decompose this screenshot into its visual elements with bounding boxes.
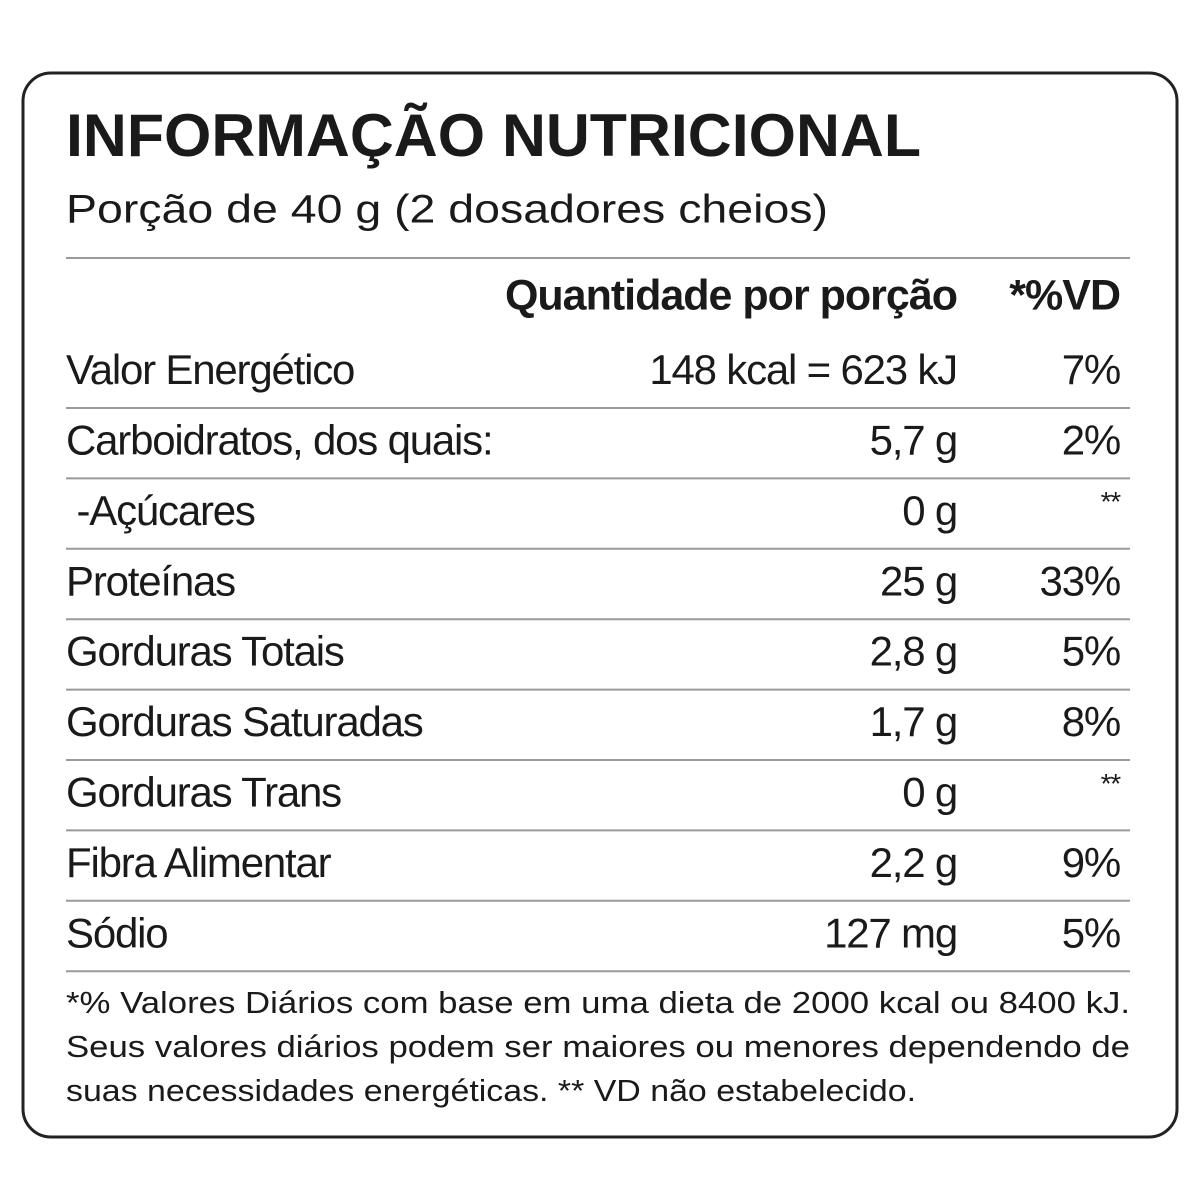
nutrient-name: Carboidratos, dos quais: [66,416,492,463]
footnote-line: *% Valores Diários com base em uma dieta… [66,985,1130,1020]
daily-value: 8% [1062,698,1120,745]
nutrient-amount: 0 g [902,487,957,534]
nutrient-amount: 5,7 g [870,416,957,463]
nutrient-name: Gorduras Trans [66,768,341,815]
nutrient-amount: 148 kcal = 623 kJ [649,346,957,393]
daily-value: 33% [1040,557,1120,604]
footnote: *% Valores Diários com base em uma dieta… [66,985,1130,1108]
footnote-line: suas necessidades energéticas. ** VD não… [66,1073,916,1108]
daily-value: 7% [1062,346,1120,393]
nutrient-name: Proteínas [66,557,235,604]
footnote-line: Seus valores diários podem ser maiores o… [66,1029,1130,1064]
nutrient-amount: 25 g [880,557,957,604]
title: INFORMAÇÃO NUTRICIONAL [66,102,921,169]
daily-value: 5% [1062,909,1120,956]
nutrient-name: -Açúcares [66,487,255,534]
serving: Porção de 40 g (2 dosadores cheios) [66,188,828,232]
rows: Valor Energético 148 kcal = 623 kJ 7% Carbo… [66,346,1130,973]
nutrient-amount: 2,2 g [870,839,957,886]
column-header: *%VD [1009,271,1120,319]
nutrient-name: Fibra Alimentar [66,839,332,886]
daily-value: ** [1101,768,1122,799]
nutrient-amount: 1,7 g [870,698,957,745]
daily-value: 5% [1062,628,1120,675]
daily-value: ** [1101,486,1122,517]
nutrient-amount: 127 mg [824,909,957,956]
nutrient-name: Gorduras Saturadas [66,698,423,745]
nutrient-name: Sódio [66,909,167,956]
nutrient-amount: 2,8 g [870,628,957,675]
nutrient-name: Gorduras Totais [66,628,344,675]
daily-value: 9% [1062,839,1120,886]
nutrient-name: Valor Energético [66,346,354,393]
nutrient-amount: 0 g [902,768,957,815]
daily-value: 2% [1062,416,1120,463]
column-header: Quantidade por porção [505,271,957,319]
label-frame [21,71,1179,1139]
